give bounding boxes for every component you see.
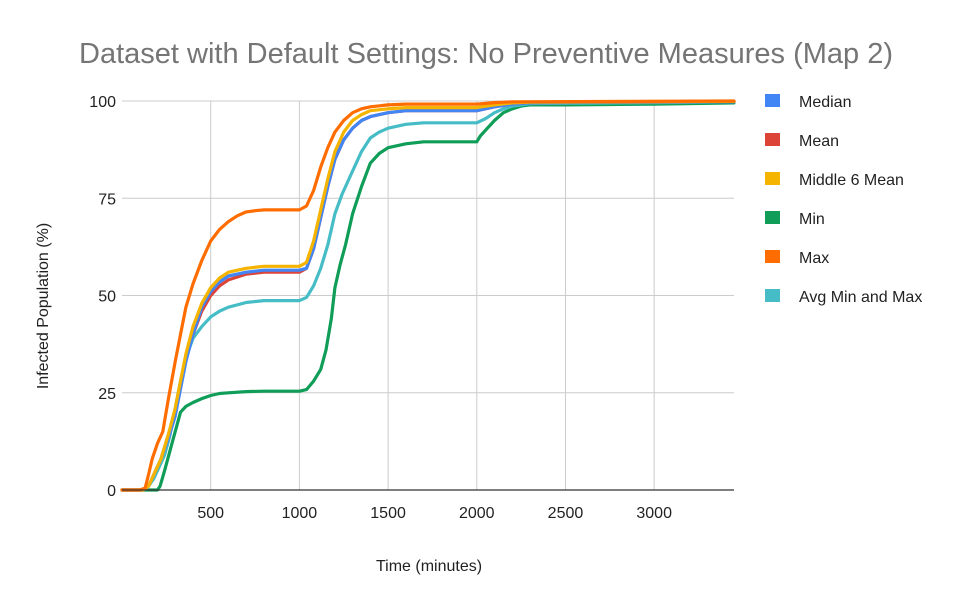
y-tick-label: 50 (98, 289, 116, 306)
x-tick-label: 3000 (636, 505, 672, 522)
x-axis-label: Time (minutes) (376, 558, 482, 575)
series-line-middle-6-mean (120, 99, 736, 492)
legend-label: Median (799, 94, 851, 111)
x-tick-label: 1500 (370, 505, 406, 522)
legend-label: Max (799, 250, 829, 267)
legend-label: Mean (799, 133, 839, 150)
y-tick-label: 25 (98, 386, 116, 403)
legend: Median Mean Middle 6 Mean Min Max Avg Min and… (765, 94, 922, 306)
x-tick-label: 2000 (459, 505, 495, 522)
chart-title: Dataset with Default Settings: No Preven… (79, 38, 893, 70)
series-line-min (120, 101, 736, 492)
legend-label: Middle 6 Mean (799, 172, 904, 189)
y-axis-label: Infected Population (%) (35, 223, 52, 389)
y-tick-label: 0 (107, 483, 116, 500)
gridlines (122, 100, 734, 490)
legend-swatch (765, 211, 780, 224)
y-tick-label: 75 (98, 191, 116, 208)
legend-swatch (765, 133, 780, 146)
legend-label: Min (799, 211, 825, 228)
x-tick-label: 2500 (548, 505, 584, 522)
legend-swatch (765, 289, 780, 302)
legend-swatch (765, 172, 780, 185)
legend-swatch (765, 250, 780, 263)
legend-label: Avg Min and Max (799, 289, 922, 306)
x-tick-label: 500 (197, 505, 224, 522)
series-line-max (120, 99, 736, 492)
series-lines (120, 99, 736, 492)
legend-swatch (765, 94, 780, 107)
y-tick-label: 100 (89, 94, 116, 111)
x-tick-label: 1000 (282, 505, 318, 522)
tick-labels: 0 25 50 75 100 500 1000 1500 2000 2500 3000 (89, 94, 672, 522)
